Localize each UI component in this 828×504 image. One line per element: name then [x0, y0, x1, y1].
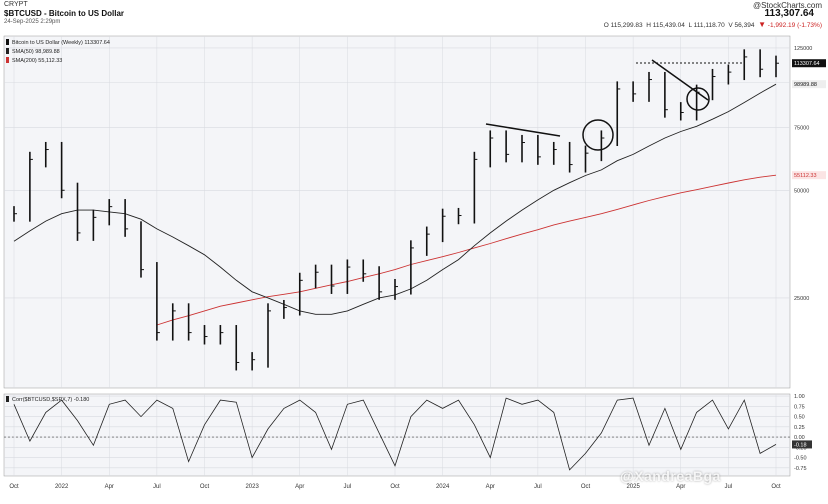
x-tick-label: Oct — [771, 484, 781, 490]
legend-sma50-swatch — [6, 48, 9, 54]
sma50-tag — [792, 80, 826, 89]
corr-last-tag — [792, 440, 812, 449]
x-tick-label: 2025 — [626, 484, 640, 490]
x-tick-label: Jul — [153, 484, 161, 490]
brand-label[interactable]: @StockCharts.com — [752, 1, 822, 10]
legend-corr-label: Corr($BTCUSD,$SPX,7) -0.180 — [12, 397, 89, 403]
change-value: -1,992.19 (-1.73%) — [767, 22, 822, 29]
high-value: 115,439.04 — [652, 22, 685, 29]
volume-label: V — [728, 22, 733, 29]
open-label: O — [603, 22, 609, 29]
price-panel-background — [3, 35, 791, 389]
x-tick-label: Apr — [295, 484, 304, 490]
trendline-2025 — [651, 59, 709, 101]
x-axis-labels: Oct 2022 Apr Jul Oct 2023 Apr Jul Oct 2024 Apr Jul O… — [9, 484, 781, 490]
price-bars — [13, 49, 779, 371]
x-tick-label: 2024 — [436, 484, 450, 490]
legend-corr-swatch — [6, 396, 9, 402]
chart-date: 24-Sep-2025 2:29pm — [4, 19, 61, 25]
x-tick-label: Apr — [486, 484, 495, 490]
breakout-circle-2 — [686, 87, 710, 111]
sma50-tag-label: 98989.88 — [794, 82, 817, 88]
high-label: H — [646, 22, 651, 29]
chart-legend: Bitcoin to US Dollar (Weekly) 113307.64 S… — [6, 39, 110, 403]
indicator-panel-background — [3, 393, 791, 477]
corr-last-tag-label: -0.18 — [794, 442, 807, 448]
last-price: 113,307.64 — [764, 8, 815, 19]
last-price-tag — [792, 59, 826, 68]
exchange-label: CRYPT — [4, 1, 28, 8]
sma200-tag — [792, 171, 826, 180]
legend-sma200-swatch — [6, 57, 9, 63]
corr-tick-label: 0.00 — [794, 435, 805, 441]
sma200-line — [156, 174, 777, 326]
x-tick-label: Oct — [9, 484, 19, 490]
price-tick-label: 75000 — [794, 125, 809, 131]
legend-main-swatch — [6, 39, 9, 45]
down-arrow-icon: ▼ — [758, 20, 766, 29]
price-tick-label: 50000 — [794, 188, 809, 194]
corr-tick-label: -0.50 — [794, 456, 807, 462]
corr-tick-label: 1.00 — [794, 394, 805, 400]
grid-lines — [4, 36, 790, 476]
trendline-annotations — [485, 59, 745, 151]
x-tick-label: 2022 — [55, 484, 69, 490]
chart-header: CRYPT $BTCUSD - Bitcoin to US Dollar 24-… — [0, 0, 828, 36]
x-tick-label: Jul — [344, 484, 352, 490]
price-tick-label: 125000 — [794, 46, 812, 52]
corr-tick-label: 0.75 — [794, 404, 805, 410]
legend-sma50-label: SMA(50) 98,989.88 — [12, 49, 60, 55]
corr-tick-label: 0.50 — [794, 415, 805, 421]
volume-value: 56,394 — [734, 22, 755, 29]
chart-title: $BTCUSD - Bitcoin to US Dollar — [4, 9, 125, 18]
sma200-tag-label: 55112.33 — [794, 173, 817, 179]
price-tick-label: 25000 — [794, 296, 809, 302]
x-tick-label: Jul — [534, 484, 542, 490]
x-tick-label: Jul — [725, 484, 733, 490]
correlation-line — [13, 397, 777, 471]
x-tick-label: Oct — [390, 484, 400, 490]
y-axis-labels: 2500050000750001000001250001.000.750.500… — [792, 46, 826, 472]
trendline-2024 — [485, 123, 561, 137]
breakout-circle-1 — [582, 119, 614, 151]
watermark: @XandreaBga — [620, 468, 721, 484]
x-tick-label: Apr — [105, 484, 114, 490]
corr-tick-label: -0.75 — [794, 466, 807, 472]
sma200-layer — [156, 174, 777, 326]
low-label: L — [688, 22, 692, 29]
correlation-layer — [13, 397, 777, 471]
x-tick-label: 2023 — [245, 484, 259, 490]
low-value: 111,118.70 — [693, 22, 725, 29]
ohlc-readout: O 115,299.83 H 115,439.04 L 111,118.70 V… — [604, 20, 822, 29]
open-value: 115,299.83 — [610, 22, 643, 29]
last-price-tag-label: 113307.64 — [794, 61, 820, 67]
x-tick-label: Oct — [581, 484, 591, 490]
x-tick-label: Oct — [200, 484, 210, 490]
legend-sma200-label: SMA(200) 55,112.33 — [12, 58, 62, 64]
x-tick-label: Apr — [676, 484, 685, 490]
legend-main-label: Bitcoin to US Dollar (Weekly) 113307.64 — [12, 40, 110, 46]
corr-tick-label: 0.25 — [794, 425, 805, 431]
